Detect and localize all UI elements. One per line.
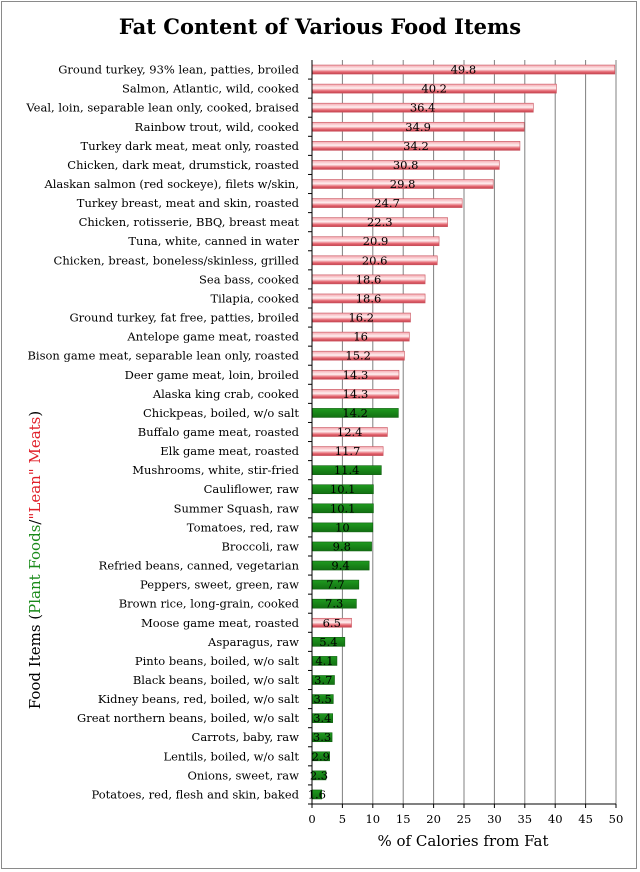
category-label: Brown rice, long-grain, cooked [119,597,300,611]
category-label: Chicken, breast, boneless/skinless, gril… [54,253,300,267]
category-label: Sea bass, cooked [199,272,300,286]
category-label: Ground turkey, fat free, patties, broile… [69,311,299,325]
data-label: 4.1 [315,654,333,668]
category-label: Bison game meat, separable lean only, ro… [27,349,299,363]
category-label: Summer Squash, raw [174,501,300,515]
category-label: Mushrooms, white, stir-fried [132,463,299,477]
category-label: Chicken, dark meat, drumstick, roasted [67,158,299,172]
data-label: 30.8 [393,158,419,172]
data-label: 34.2 [403,139,429,153]
data-label: 18.6 [356,272,382,286]
data-label: 3.4 [313,711,331,725]
data-label: 3.5 [313,692,331,706]
data-label: 5.4 [319,635,337,649]
x-tick-label: 0 [308,812,315,826]
data-label: 24.7 [374,196,400,210]
category-label: Chicken, rotisserie, BBQ, breast meat [79,215,300,229]
category-label: Alaska king crab, cooked [152,387,300,401]
category-label: Pinto beans, boiled, w/o salt [135,654,300,668]
data-label: 20.6 [362,253,388,267]
category-label: Antelope game meat, roasted [126,330,299,344]
data-label: 22.3 [367,215,393,229]
category-label: Chickpeas, boiled, w/o salt [143,406,299,420]
x-tick-label: 50 [609,812,624,826]
labels: 0 5 10 15 20 25 30 35 40 45 50 Ground turkey, 93% l… [25,63,623,826]
data-label: 14.2 [342,406,368,420]
category-label: Alaskan salmon (red sockeye), filets w/s… [43,177,299,191]
x-tick-label: 15 [396,812,411,826]
x-tick-label: 5 [339,812,346,826]
category-label: Rainbow trout, wild, cooked [135,120,300,134]
category-label: Carrots, baby, raw [192,730,300,744]
data-label: 10.1 [330,482,356,496]
data-label: 29.8 [390,177,416,191]
bars [311,64,616,800]
x-tick-label: 10 [365,812,380,826]
data-label: 9.4 [331,559,349,573]
category-label: Salmon, Atlantic, wild, cooked [122,82,300,96]
data-label: 10.1 [330,501,356,515]
data-label: 36.4 [410,101,436,115]
category-label: Broccoli, raw [221,539,299,553]
data-label: 16.2 [348,311,374,325]
chart-title: Fat Content of Various Food Items [118,14,522,39]
category-label: Onions, sweet, raw [187,768,299,782]
category-label: Asparagus, raw [207,635,299,649]
category-label: Deer game meat, loin, broiled [125,368,300,382]
category-label: Buffalo game meat, roasted [138,425,300,439]
data-label: 11.4 [334,463,360,477]
category-label: Peppers, sweet, green, raw [140,578,299,592]
data-label: 9.8 [333,539,351,553]
category-label: Lentils, boiled, w/o salt [163,749,299,763]
category-label: Potatoes, red, flesh and skin, baked [91,787,299,801]
data-label: 2.3 [310,768,328,782]
data-label: 14.3 [343,368,369,382]
data-label: 3.3 [313,730,331,744]
axes [308,60,617,808]
data-label: 10 [335,520,350,534]
data-label: 14.3 [343,387,369,401]
category-label: Turkey dark meat, meat only, roasted [81,139,300,153]
category-label: Tomatoes, red, raw [187,520,299,534]
category-label: Ground turkey, 93% lean, patties, broile… [58,63,299,77]
category-label: Kidney beans, red, boiled, w/o salt [98,692,299,706]
data-label: 12.4 [337,425,363,439]
data-label: 16 [353,330,368,344]
category-label: Refried beans, canned, vegetarian [99,559,300,573]
data-label: 18.6 [356,291,382,305]
x-tick-label: 30 [487,812,502,826]
x-tick-label: 40 [548,812,563,826]
category-label: Elk game meat, roasted [160,444,299,458]
category-label: Black beans, boiled, w/o salt [133,673,300,687]
data-label: 2.9 [312,749,330,763]
x-tick-label: 25 [457,812,472,826]
data-label: 34.9 [405,120,431,134]
category-label: Cauliflower, raw [204,482,300,496]
data-label: 3.7 [314,673,332,687]
data-label: 6.5 [323,616,341,630]
category-label: Moose game meat, roasted [141,616,300,630]
x-tick-label: 20 [426,812,441,826]
data-label: 11.7 [335,444,361,458]
category-label: Tuna, white, canned in water [128,234,299,248]
category-label: Tilapia, cooked [210,291,299,305]
x-tick-label: 35 [517,812,532,826]
data-label: 40.2 [421,82,447,96]
x-tick-label: 45 [578,812,593,826]
data-label: 15.2 [345,349,371,363]
category-label: Great northern beans, boiled, w/o salt [77,711,299,725]
x-axis-title: % of Calories from Fat [377,832,549,850]
data-label: 20.9 [363,234,389,248]
data-label: 1.6 [308,787,326,801]
data-label: 7.7 [326,578,344,592]
data-label: 7.3 [325,597,343,611]
data-label: 49.8 [451,63,477,77]
category-label: Veal, loin, separable lean only, cooked,… [25,101,299,115]
category-label: Turkey breast, meat and skin, roasted [77,196,300,210]
